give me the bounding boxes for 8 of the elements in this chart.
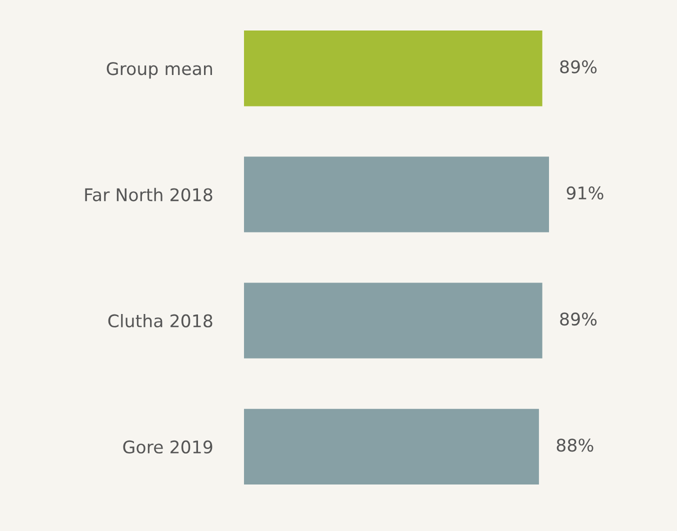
y-tick-label: Clutha 2018 [108, 314, 212, 328]
data-label: 91% [566, 186, 604, 200]
y-tick-label: Far North 2018 [85, 188, 212, 202]
y-tick-label: Group mean [106, 62, 212, 79]
data-label: 89% [560, 60, 597, 74]
data-label: 88% [556, 438, 594, 452]
data-label: 89% [560, 312, 597, 326]
y-tick-label: Gore 2019 [123, 440, 212, 454]
